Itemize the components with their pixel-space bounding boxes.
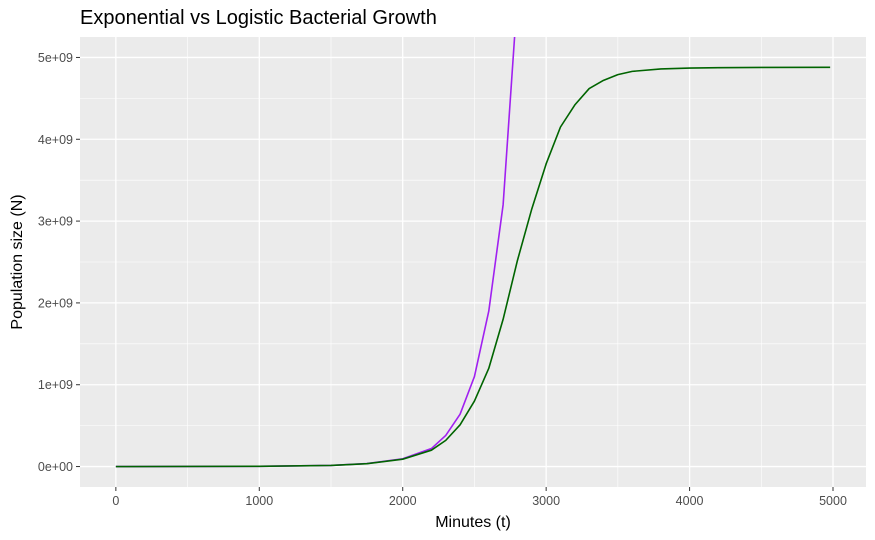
x-axis-title: Minutes (t) [435,514,511,531]
x-tick-label: 2000 [389,494,417,508]
series-lines [115,37,831,468]
y-tick-label: 0e+00 [38,460,73,474]
y-tick-label: 2e+09 [38,296,73,310]
y-tick-label: 1e+09 [38,378,73,392]
x-tick-label: 4000 [676,494,704,508]
chart-title: Exponential vs Logistic Bacterial Growth [80,7,437,29]
x-tick-label: 1000 [245,494,273,508]
grid-lines [80,37,866,487]
x-tick-label: 5000 [819,494,847,508]
x-tick-label: 0 [112,494,119,508]
y-tick-label: 5e+09 [38,51,73,65]
y-axis-title: Population size (N) [9,194,26,329]
y-tick-label: 3e+09 [38,215,73,229]
axis-ticks: 0 1000 2000 3000 4000 5000 0e+00 1e+09 2e+09 3e+0… [38,51,847,508]
logistic-growth-line [115,66,831,468]
y-tick-label: 4e+09 [38,133,73,147]
x-tick-label: 3000 [532,494,560,508]
